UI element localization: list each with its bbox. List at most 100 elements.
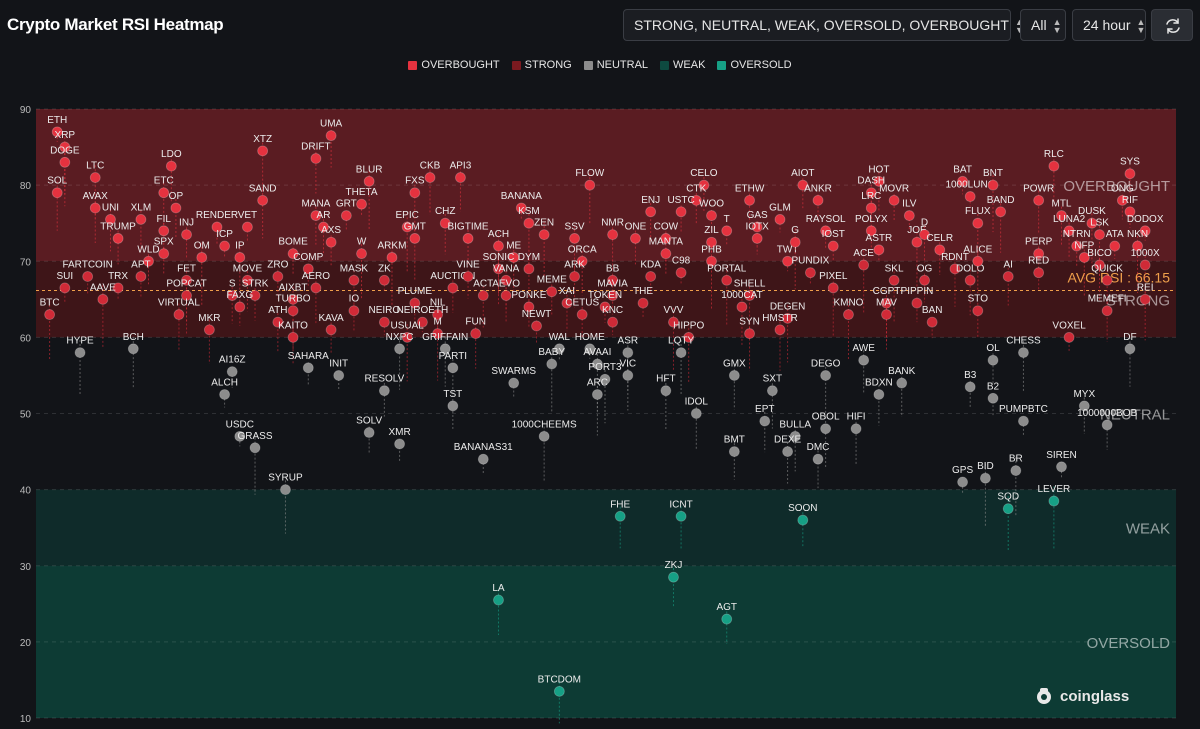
data-point-red <box>1033 267 1045 279</box>
point-label: ZRO <box>267 259 288 270</box>
point-label: STO <box>968 294 989 305</box>
data-point-enj <box>645 206 657 218</box>
point-label: AIOT <box>791 168 814 179</box>
data-point-ol <box>987 354 999 366</box>
point-label: CTK <box>686 183 706 194</box>
point-label: MOVR <box>879 183 909 194</box>
point-label: GLM <box>769 202 791 213</box>
point-label: XTZ <box>253 134 272 145</box>
legend-label: STRONG <box>524 59 572 71</box>
point-label: WLD <box>137 244 159 255</box>
data-point-awe <box>858 354 870 366</box>
data-point-ong <box>1116 194 1128 206</box>
data-point-mavia <box>607 290 619 301</box>
data-point-syrup <box>280 484 291 496</box>
data-point-port3 <box>599 373 611 385</box>
point-label: SUI <box>56 271 73 282</box>
data-point-br <box>1010 465 1022 476</box>
point-label: OBOL <box>812 412 840 423</box>
data-point-band <box>995 206 1007 218</box>
data-point-1000cheems <box>538 430 550 442</box>
category-filter-select[interactable]: STRONG, NEUTRAL, WEAK, OVERSOLD, OVERBOU… <box>623 9 1024 41</box>
point-label: PIXEL <box>819 271 848 282</box>
data-point-phb <box>706 255 717 267</box>
point-label: HFT <box>656 374 675 385</box>
chart-legend: OVERBOUGHT STRONG NEUTRAL WEAK OVERSOLD <box>0 59 1200 71</box>
data-point-sahara <box>302 362 314 374</box>
data-point-la <box>493 594 504 606</box>
data-point-me <box>508 252 520 263</box>
point-label: LTC <box>86 161 104 172</box>
data-point-move <box>242 274 253 286</box>
point-label: CHESS <box>1006 336 1041 347</box>
data-point-astr <box>873 244 885 256</box>
point-label: DODOX <box>1127 214 1164 225</box>
legend-item-oversold[interactable]: OVERSOLD <box>717 59 792 71</box>
data-point-bnt <box>987 179 999 191</box>
data-point-vet <box>242 221 253 233</box>
data-point-xai <box>561 297 573 309</box>
point-label: REI <box>1137 282 1154 293</box>
chevron-updown-icon: ▲▼ <box>1136 17 1146 36</box>
point-label: ONG <box>1111 183 1134 194</box>
point-label: KDA <box>640 259 661 270</box>
point-label: XRP <box>55 130 76 141</box>
point-label: W <box>357 237 367 248</box>
point-label: POWR <box>1023 183 1054 194</box>
zone-label: OVERBOUGHT <box>1063 178 1170 195</box>
data-point-skl <box>888 274 900 286</box>
interval-select[interactable]: 24 hour ▲ ▼ <box>1072 9 1146 41</box>
point-label: FLOW <box>575 168 604 179</box>
point-label: CELO <box>690 168 717 179</box>
data-point-render <box>211 221 223 233</box>
data-point-dexe <box>782 446 793 457</box>
point-label: VIC <box>619 358 636 369</box>
point-label: BB <box>606 263 620 274</box>
data-point-virtual <box>173 309 185 320</box>
data-point-joe <box>911 236 923 248</box>
data-point-neiro <box>378 316 390 328</box>
data-point-hmstr <box>774 324 786 336</box>
point-label: OG <box>917 263 933 274</box>
point-label: DUSK <box>1078 206 1106 217</box>
data-point-bank <box>896 377 908 389</box>
point-label: BAND <box>987 195 1015 206</box>
zone-label: STRONG <box>1106 292 1170 309</box>
data-point-ustc <box>675 206 687 218</box>
data-point-ata <box>1109 240 1121 252</box>
refresh-button[interactable] <box>1151 9 1193 41</box>
point-label: LSK <box>1090 218 1109 229</box>
point-label: 1000000BOB <box>1077 408 1137 419</box>
point-label: AIXBT <box>279 282 308 293</box>
point-label: POLYX <box>855 214 888 225</box>
legend-item-strong[interactable]: STRONG <box>511 59 572 71</box>
data-point-trump <box>112 233 124 244</box>
point-label: NTRN <box>1063 229 1091 240</box>
point-label: BAN <box>922 305 943 316</box>
data-point-og <box>919 274 930 286</box>
point-label: SHELL <box>734 279 766 290</box>
data-point-vic <box>622 370 634 381</box>
data-point-bdxn <box>873 389 885 400</box>
data-point-lsk <box>1094 229 1105 241</box>
point-label: B3 <box>964 370 977 381</box>
data-point-icnt <box>675 510 687 522</box>
point-label: ONE <box>625 221 647 232</box>
data-point-mtl <box>1056 210 1067 221</box>
data-point-dym <box>523 263 535 275</box>
data-point-fartcoin <box>82 271 94 282</box>
point-label: HMSTR <box>762 313 798 324</box>
data-point-zkj <box>668 571 679 583</box>
y-tick-label: 70 <box>20 257 32 268</box>
scope-select[interactable]: All ▲ ▼ <box>1020 9 1066 41</box>
data-point-celo <box>698 179 710 191</box>
data-point-dmc <box>812 453 824 465</box>
data-point-aevo <box>500 290 512 301</box>
legend-item-overbought[interactable]: OVERBOUGHT <box>408 59 500 71</box>
coinglass-icon <box>1037 688 1051 704</box>
zone-label: WEAK <box>1126 521 1170 538</box>
legend-item-neutral[interactable]: NEUTRAL <box>583 59 648 71</box>
legend-item-weak[interactable]: WEAK <box>660 59 705 71</box>
data-point-kmno <box>843 309 854 320</box>
point-label: MANA <box>301 199 330 210</box>
